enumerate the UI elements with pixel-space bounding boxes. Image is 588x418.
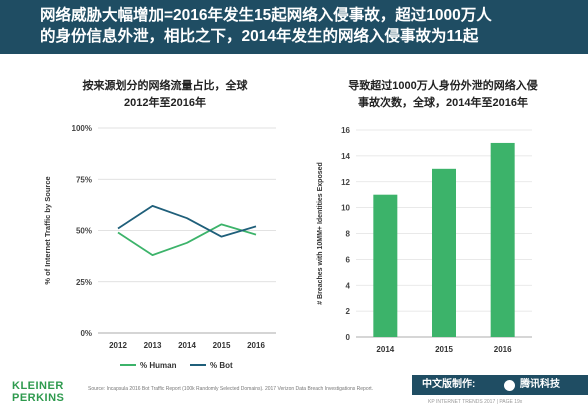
page-footer: KP INTERNET TRENDS 2017 | PAGE 19x (428, 399, 523, 405)
left-y-tick-label: 0% (80, 329, 92, 338)
left-y-tick-label: 100% (72, 124, 92, 133)
badge-made-label: 中文版制作: (422, 379, 476, 390)
left-chart-title-line-1: 按来源划分的网络流量占比，全球 (82, 80, 248, 92)
right-x-tick-label: 2014 (376, 345, 394, 354)
header-banner: 网络威胁大幅增加=2016年发生15起网络入侵事故，超过1000万人 的身份信息… (0, 0, 588, 54)
right-y-tick-label: 4 (346, 281, 351, 290)
left-chart-title-line-2: 2012年至2016年 (124, 97, 206, 109)
bar-2016 (490, 142, 515, 337)
left-x-tick-label: 2015 (213, 341, 231, 350)
legend-label-bot: % Bot (210, 361, 233, 370)
kleiner-perkins-logo: KLEINER PERKINS (12, 380, 64, 404)
legend-label-human: % Human (140, 361, 177, 370)
left-x-tick-label: 2016 (247, 341, 265, 350)
bar-2014 (373, 194, 398, 337)
bar-2015 (432, 168, 456, 337)
left-x-tick-label: 2012 (109, 341, 127, 350)
left-y-axis-label: % of Internet Traffic by Source (43, 176, 52, 284)
right-y-tick-label: 6 (346, 255, 351, 264)
logo-line-2: PERKINS (12, 392, 65, 404)
left-y-tick-label: 25% (76, 278, 92, 287)
left-x-tick-label: 2013 (144, 341, 162, 350)
page-title: 网络威胁大幅增加=2016年发生15起网络入侵事故，超过1000万人 的身份信息… (40, 5, 560, 47)
left-series-line-human (117, 223, 257, 257)
title-line-2: 的身份信息外泄，相比之下，2014年发生的网络入侵事故为11起 (40, 28, 479, 45)
right-y-tick-label: 16 (341, 126, 350, 135)
logo-line-1: KLEINER (12, 380, 64, 392)
translation-badge: 中文版制作: 腾讯科技 (412, 375, 588, 395)
source-note: Source: Incapsula 2016 Bot Traffic Repor… (88, 386, 374, 392)
left-y-tick-label: 75% (76, 175, 92, 184)
right-x-tick-label: 2016 (494, 345, 512, 354)
right-y-tick-label: 12 (341, 178, 350, 187)
right-chart-title-line-1: 导致超过1000万人身份外泄的网络入侵 (348, 80, 538, 92)
left-y-tick-label: 50% (76, 227, 92, 236)
right-y-tick-label: 10 (341, 204, 350, 213)
tencent-logo-icon (504, 380, 515, 391)
right-y-tick-label: 2 (346, 307, 351, 316)
left-chart-title: 按来源划分的网络流量占比，全球 2012年至2016年 (40, 78, 290, 112)
left-x-tick-label: 2014 (178, 341, 196, 350)
right-y-tick-label: 14 (341, 152, 350, 161)
right-x-tick-label: 2015 (435, 345, 453, 354)
right-chart-title-line-2: 事故次数，全球，2014年至2016年 (358, 97, 528, 109)
left-series-line-bot (117, 204, 257, 238)
badge-brand-label: 腾讯科技 (520, 379, 560, 390)
title-line-1: 网络威胁大幅增加=2016年发生15起网络入侵事故，超过1000万人 (40, 7, 492, 24)
right-chart-title: 导致超过1000万人身份外泄的网络入侵 事故次数，全球，2014年至2016年 (318, 78, 568, 112)
right-y-tick-label: 8 (346, 230, 351, 239)
right-y-axis-label: # Breaches with 10MM+ Identities Exposed (317, 162, 324, 305)
right-y-tick-label: 0 (346, 333, 351, 342)
